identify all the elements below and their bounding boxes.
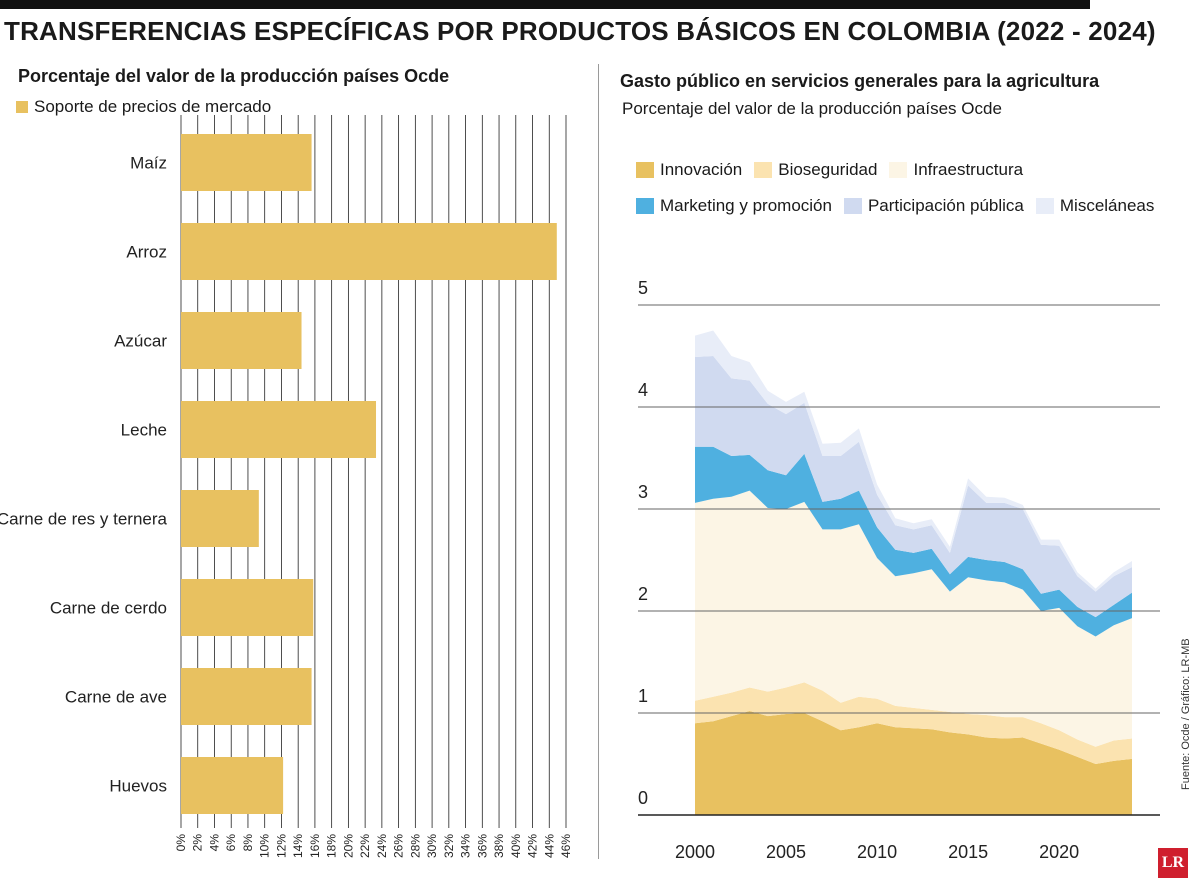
bar-1 <box>181 223 557 280</box>
bar-x-tick-label: 28% <box>408 834 422 858</box>
legend-label-miscelaneas: Misceláneas <box>1059 196 1155 215</box>
chart-divider <box>598 64 599 859</box>
legend-row-1: Innovación Bioseguridad Infraestructura <box>636 160 1196 180</box>
area-x-tick-label: 2005 <box>766 842 806 862</box>
bar-x-tick-label: 36% <box>475 834 489 858</box>
bar-x-tick-label: 16% <box>308 834 322 858</box>
bar-4 <box>181 490 259 547</box>
bar-x-tick-label: 30% <box>425 834 439 858</box>
left-chart-subtitle: Porcentaje del valor de la producción pa… <box>18 66 450 86</box>
source-note: Fuente: Ocde / Gráfico: LR-MB <box>1180 638 1192 790</box>
bar-category-label: Carne de ave <box>65 688 167 707</box>
legend-item-participacion: Participación pública <box>843 196 1024 216</box>
bar-category-label: Azúcar <box>114 332 167 351</box>
area-y-tick-label: 2 <box>638 584 648 604</box>
legend-label-participacion: Participación pública <box>867 196 1024 215</box>
area-series-participacion <box>695 356 1132 618</box>
area-x-tick-label: 2000 <box>675 842 715 862</box>
legend-item-infraestructura: Infraestructura <box>889 160 1023 180</box>
legend-label-innovacion: Innovación <box>660 160 743 179</box>
legend-item-marketing: Marketing y promoción <box>636 196 832 216</box>
legend-swatch-bioseguridad <box>754 162 773 178</box>
bar-x-tick-label: 32% <box>442 834 456 858</box>
bar-x-tick-label: 24% <box>375 834 389 858</box>
bar-3 <box>181 401 377 458</box>
area-y-tick-label: 3 <box>638 482 648 502</box>
legend-label-bioseguridad: Bioseguridad <box>778 160 878 179</box>
bar-5 <box>181 579 314 636</box>
bar-x-tick-label: 14% <box>291 834 305 858</box>
bar-x-tick-label: 20% <box>341 834 355 858</box>
bar-x-tick-label: 46% <box>559 834 573 858</box>
legend-swatch-infraestructura <box>889 162 908 178</box>
bar-x-tick-label: 34% <box>459 834 473 858</box>
legend-swatch-soporte <box>16 101 28 113</box>
bar-x-tick-label: 38% <box>492 834 506 858</box>
bar-category-label: Carne de res y ternera <box>0 510 168 529</box>
legend-row-2: Marketing y promoción Participación públ… <box>636 196 1196 216</box>
legend-label-marketing: Marketing y promoción <box>660 196 832 215</box>
area-x-tick-label: 2010 <box>857 842 897 862</box>
legend-item-miscelaneas: Misceláneas <box>1035 196 1155 216</box>
bar-x-tick-label: 12% <box>274 834 288 858</box>
area-chart-title: Gasto público en servicios generales par… <box>620 71 1100 91</box>
legend-swatch-miscelaneas <box>1035 198 1054 214</box>
area-x-tick-label: 2020 <box>1039 842 1079 862</box>
area-y-tick-label: 0 <box>638 788 648 808</box>
area-series-bioseguridad <box>695 682 1132 764</box>
area-series-innovacion <box>695 711 1132 815</box>
bar-x-tick-label: 44% <box>542 834 556 858</box>
left-legend: Soporte de precios de mercado <box>16 97 271 117</box>
legend-swatch-participacion <box>843 198 862 214</box>
area-x-tick-label: 2015 <box>948 842 988 862</box>
legend-item-bioseguridad: Bioseguridad <box>754 160 877 180</box>
area-y-tick-label: 1 <box>638 686 648 706</box>
bar-category-label: Arroz <box>126 243 167 262</box>
bar-category-label: Leche <box>121 421 167 440</box>
bar-x-tick-label: 10% <box>258 834 272 858</box>
bar-x-tick-label: 40% <box>509 834 523 858</box>
bar-x-tick-label: 18% <box>325 834 339 858</box>
top-rule <box>0 0 1090 9</box>
lr-logo: LR <box>1158 848 1188 878</box>
bar-x-tick-label: 8% <box>241 834 255 852</box>
legend-item-innovacion: Innovación <box>636 160 742 180</box>
bar-category-label: Huevos <box>109 777 167 796</box>
bar-x-tick-label: 26% <box>392 834 406 858</box>
area-series-miscelaneas <box>695 330 1132 592</box>
area-chart-subtitle: Porcentaje del valor de la producción pa… <box>622 99 1002 118</box>
bar-x-tick-label: 2% <box>191 834 205 852</box>
bar-x-tick-label: 6% <box>224 834 238 852</box>
page-title: TRANSFERENCIAS ESPECÍFICAS POR PRODUCTOS… <box>4 16 1156 46</box>
bar-x-tick-label: 42% <box>526 834 540 858</box>
area-y-tick-label: 4 <box>638 380 648 400</box>
bar-6 <box>181 668 312 725</box>
bar-category-label: Maíz <box>130 154 167 173</box>
legend-label-infraestructura: Infraestructura <box>913 160 1024 179</box>
bar-0 <box>181 134 312 191</box>
legend-swatch-marketing <box>636 198 654 214</box>
legend-swatch-innovacion <box>636 162 654 178</box>
bar-7 <box>181 757 284 814</box>
bar-category-label: Carne de cerdo <box>50 599 167 618</box>
bar-2 <box>181 312 302 369</box>
area-series-marketing <box>695 446 1132 637</box>
bar-chart: 0% 2% 4% 6% 8% 10% 12% 14% 16% 18% 20% 22% 24% 26% 28%… <box>0 115 573 858</box>
area-series-infraestructura <box>695 490 1132 747</box>
bar-x-tick-label: 22% <box>358 834 372 858</box>
bar-x-tick-label: 0% <box>174 834 188 852</box>
legend-label-soporte: Soporte de precios de mercado <box>34 97 272 116</box>
bar-x-tick-label: 4% <box>207 834 221 852</box>
area-y-tick-label: 5 <box>638 278 648 298</box>
area-legend: Innovación Bioseguridad Infraestructura … <box>636 160 1196 232</box>
